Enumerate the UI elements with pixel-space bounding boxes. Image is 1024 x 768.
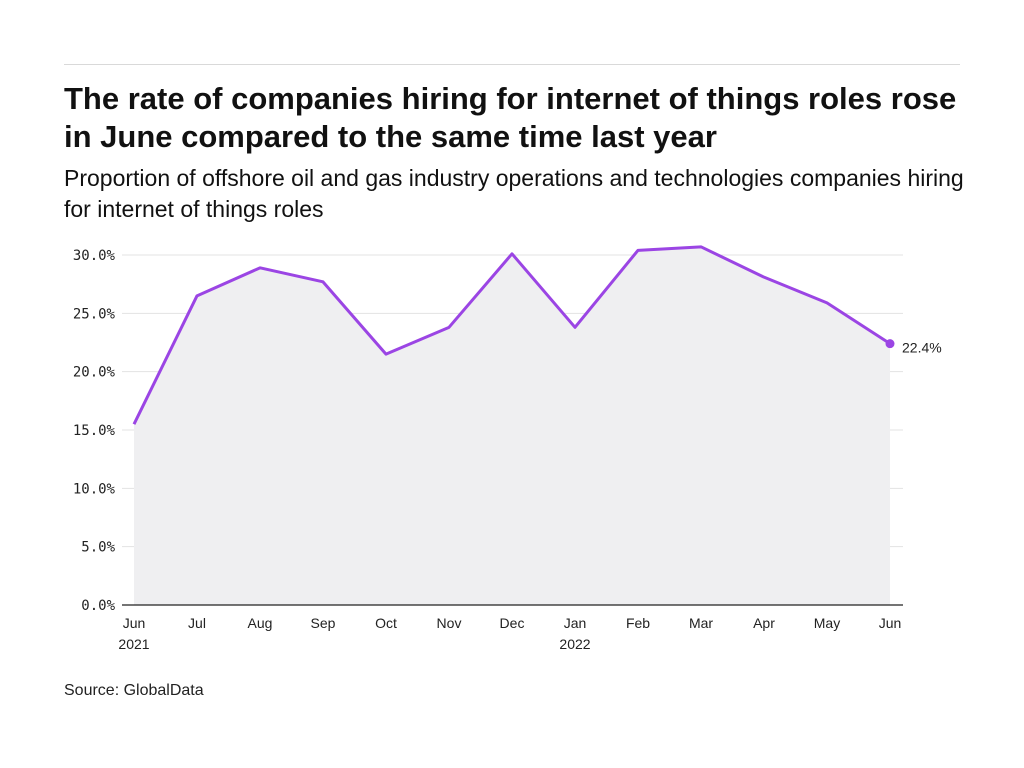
y-tick-label: 15.0% bbox=[73, 423, 116, 439]
chart-subtitle: Proportion of offshore oil and gas indus… bbox=[64, 165, 964, 222]
x-axis-ticks: Jun 2021 Jul Aug Sep Oct Nov Dec Jan 2022 Feb Mar Ap… bbox=[118, 615, 901, 652]
x-tick-label: Dec bbox=[500, 615, 525, 631]
area-fill bbox=[134, 246, 890, 606]
chart-title: The rate of companies hiring for interne… bbox=[64, 81, 957, 154]
x-tick-year-label: 2021 bbox=[118, 636, 149, 652]
end-point bbox=[885, 339, 895, 349]
x-tick-label: Jul bbox=[188, 615, 206, 631]
data-points bbox=[885, 339, 895, 349]
x-tick-label: Oct bbox=[375, 615, 397, 631]
y-tick-label: 0.0% bbox=[81, 598, 115, 614]
end-value-label: 22.4% bbox=[902, 340, 942, 356]
x-tick-label: Mar bbox=[689, 615, 713, 631]
x-tick-label: Apr bbox=[753, 615, 775, 631]
source-note: Source: GlobalData bbox=[64, 682, 204, 699]
x-tick-label: Nov bbox=[437, 615, 462, 631]
y-tick-label: 10.0% bbox=[73, 481, 116, 497]
x-tick-label: Sep bbox=[311, 615, 336, 631]
y-tick-label: 20.0% bbox=[73, 365, 116, 381]
y-axis-ticks: 0.0% 5.0% 10.0% 15.0% 20.0% 25.0% 30.0% bbox=[73, 248, 116, 614]
y-tick-label: 30.0% bbox=[73, 248, 116, 264]
x-tick-label: Aug bbox=[248, 615, 273, 631]
series-line bbox=[132, 245, 891, 425]
y-tick-label: 5.0% bbox=[81, 540, 115, 556]
x-tick-year-label: 2022 bbox=[559, 636, 590, 652]
x-tick-label: Jan bbox=[564, 615, 587, 631]
top-rule bbox=[64, 64, 960, 65]
y-tick-label: 25.0% bbox=[73, 306, 116, 322]
x-tick-label: Jun bbox=[123, 615, 146, 631]
x-tick-label: Feb bbox=[626, 615, 650, 631]
x-tick-label: May bbox=[814, 615, 840, 631]
x-tick-label: Jun bbox=[879, 615, 902, 631]
